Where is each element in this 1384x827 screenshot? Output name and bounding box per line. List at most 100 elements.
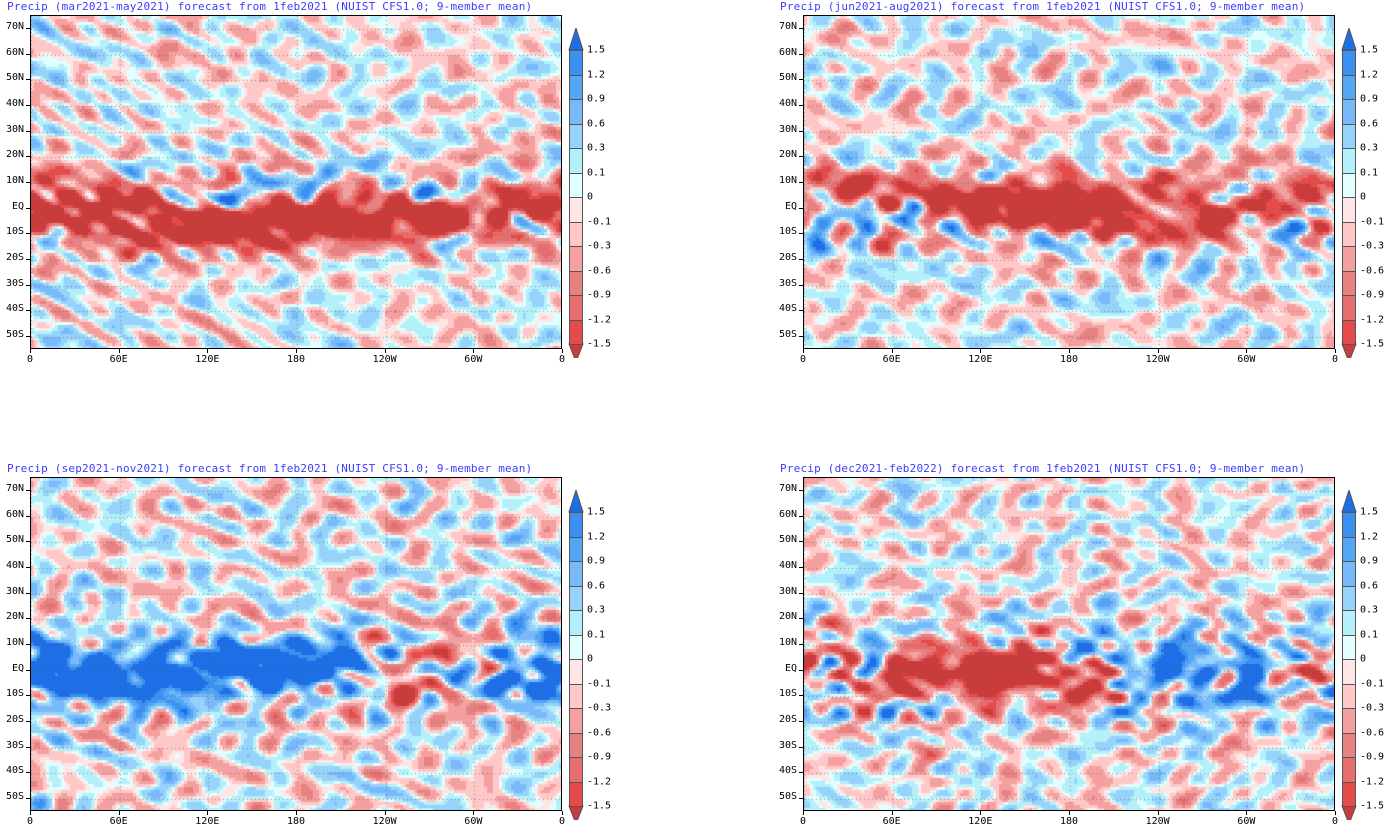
latitude-label: 10S <box>778 226 797 238</box>
longitude-label: 180 <box>286 816 306 827</box>
x-tick <box>562 811 563 815</box>
colorbar-label: 1.5 <box>587 506 606 518</box>
latitude-label: 60N <box>5 46 24 58</box>
latitude-label: 20S <box>778 252 797 264</box>
latitude-label: 30S <box>778 277 797 289</box>
colorbar-min-arrow <box>1341 805 1357 820</box>
colorbar-label: 0.3 <box>1360 142 1379 154</box>
precip-anomaly-field <box>31 478 561 810</box>
x-tick <box>562 349 563 353</box>
latitude-label: 20N <box>5 611 24 623</box>
y-tick <box>26 182 30 183</box>
colorbar-label: -0.1 <box>1360 216 1384 227</box>
x-tick <box>296 811 297 815</box>
precip-anomaly-field <box>31 16 561 348</box>
colorbar-segment <box>1342 74 1356 100</box>
colorbar-segment <box>569 708 583 734</box>
y-tick <box>26 233 30 235</box>
x-tick <box>1246 811 1248 815</box>
latitude-label: 30N <box>5 585 24 597</box>
colorbar-segment <box>569 123 583 149</box>
latitude-label: EQ <box>784 200 797 212</box>
longitude-label: 120W <box>1145 816 1170 827</box>
y-tick <box>26 541 30 543</box>
x-tick <box>118 811 120 815</box>
colorbar-label: 0.6 <box>1360 580 1379 591</box>
latitude-label: 20N <box>778 149 797 161</box>
colorbar-min-arrow <box>568 805 584 820</box>
y-tick <box>799 798 803 800</box>
latitude-label: 40N <box>778 559 797 571</box>
latitude-label: 30N <box>778 585 797 597</box>
y-tick <box>799 233 803 235</box>
colorbar-segment <box>569 221 583 247</box>
y-tick <box>799 284 803 286</box>
colorbar-segment <box>569 319 583 345</box>
colorbar-label: -0.1 <box>1360 678 1384 689</box>
y-tick <box>799 104 803 106</box>
latitude-label: 50N <box>5 534 24 546</box>
colorbar-label: 0.1 <box>587 167 606 178</box>
longitude-label: 60E <box>109 354 128 365</box>
x-tick <box>1069 811 1070 815</box>
colorbar-segment <box>1342 197 1356 223</box>
colorbar-segment <box>569 246 583 272</box>
longitude-label: 60W <box>1237 354 1256 365</box>
colorbar-segment <box>1342 99 1356 125</box>
map-plot-area <box>30 477 562 811</box>
latitude-label: 10N <box>778 175 797 186</box>
colorbar-label: 0.6 <box>587 118 606 129</box>
y-tick <box>26 669 30 671</box>
y-tick <box>799 79 803 81</box>
x-tick <box>473 349 475 353</box>
latitude-label: 30S <box>5 277 24 289</box>
precip-anomaly-field <box>804 16 1334 348</box>
latitude-label: 40N <box>5 559 24 571</box>
colorbar-segment <box>1342 148 1356 174</box>
colorbar-segment <box>1342 512 1356 538</box>
colorbar-label: -0.6 <box>587 265 612 276</box>
colorbar-segment <box>1342 123 1356 149</box>
colorbar-label: 1.5 <box>1360 506 1379 518</box>
colorbar-label: 0.1 <box>587 629 606 640</box>
colorbar-segment <box>569 295 583 321</box>
y-tick <box>799 336 803 338</box>
latitude-label: 20S <box>5 714 24 726</box>
colorbar-label: -0.1 <box>587 216 612 227</box>
colorbar-segment <box>1342 319 1356 345</box>
y-tick <box>799 489 803 491</box>
latitude-label: 70N <box>5 482 24 494</box>
latitude-label: 40S <box>5 303 24 315</box>
latitude-label: 30S <box>778 739 797 751</box>
colorbar-min-arrow <box>568 343 584 358</box>
colorbar-label: -1.2 <box>1360 314 1384 325</box>
colorbar-label: -1.5 <box>587 800 612 812</box>
colorbar-segment <box>569 659 583 685</box>
x-tick <box>803 811 804 815</box>
panel-title: Precip (jun2021-aug2021) forecast from 1… <box>780 0 1306 13</box>
y-tick <box>799 310 803 312</box>
longitude-label: 120E <box>968 816 993 827</box>
x-tick <box>384 811 386 815</box>
longitude-label: 180 <box>1059 816 1079 827</box>
colorbar-segment <box>569 270 583 296</box>
colorbar-segment <box>569 50 583 76</box>
x-tick <box>1246 349 1248 353</box>
colorbar-segment <box>1342 50 1356 76</box>
colorbar-segment <box>569 683 583 709</box>
colorbar-label: -0.6 <box>587 727 612 738</box>
x-tick <box>1069 349 1070 353</box>
latitude-label: 50S <box>5 329 24 341</box>
latitude-label: 60N <box>778 508 797 520</box>
colorbar-segment <box>1342 781 1356 807</box>
latitude-label: 60N <box>778 46 797 58</box>
colorbar-label: 0.1 <box>1360 167 1379 178</box>
longitude-label: 60E <box>882 816 901 827</box>
y-tick <box>26 130 30 132</box>
colorbar-label: 0.6 <box>587 580 606 591</box>
latitude-label: 70N <box>778 20 797 32</box>
map-panel: Precip (dec2021-feb2022) forecast from 1… <box>773 462 1384 827</box>
longitude-label: 0 <box>799 354 807 365</box>
x-tick <box>473 811 475 815</box>
y-tick <box>26 284 30 286</box>
